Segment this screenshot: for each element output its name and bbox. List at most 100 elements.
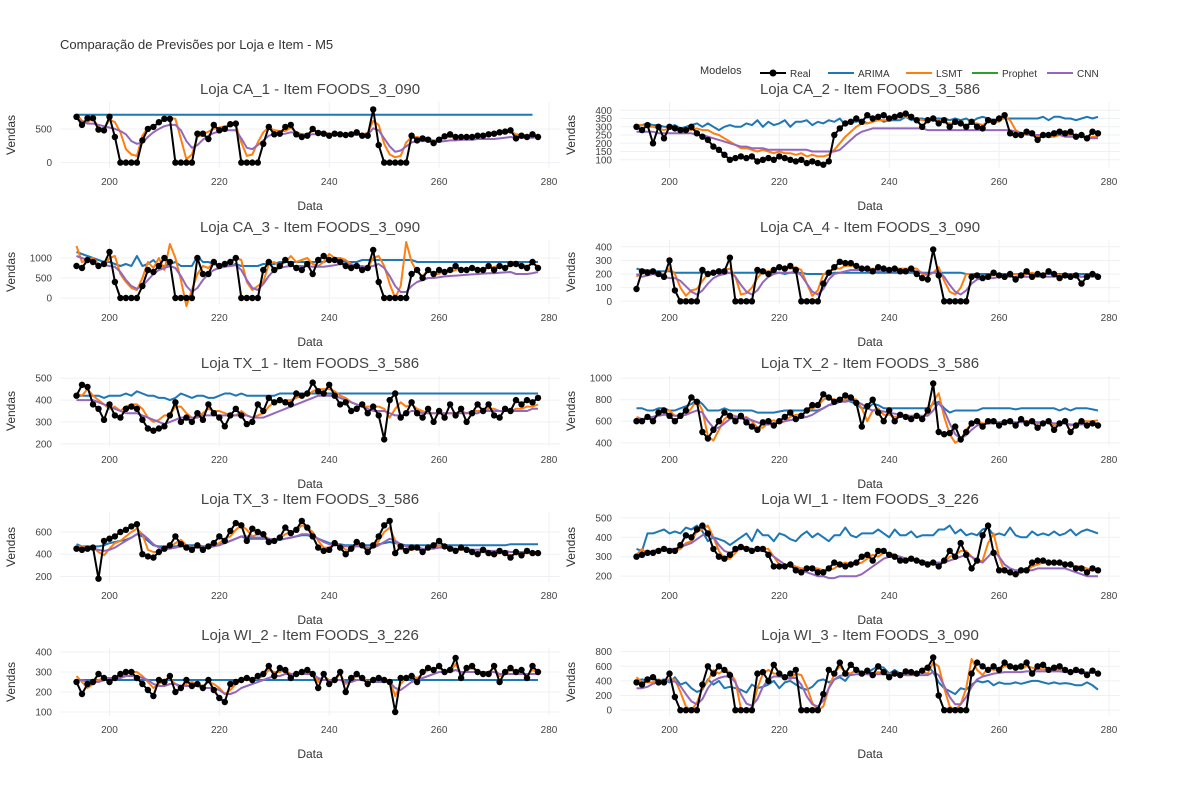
data-point (254, 401, 261, 408)
subplot-title: Loja WI_3 - Item FOODS_3_090 (761, 627, 979, 644)
data-point (309, 270, 316, 278)
data-point (748, 423, 756, 430)
y-tick-label: 350 (595, 114, 612, 125)
data-point (183, 414, 190, 421)
data-point (227, 121, 234, 128)
data-point (1072, 666, 1080, 674)
data-point (963, 298, 970, 305)
data-point (677, 541, 684, 549)
data-point (348, 264, 355, 272)
legend-item-real[interactable]: Real (760, 69, 811, 80)
data-point (260, 670, 267, 678)
data-point (111, 278, 119, 286)
data-point (902, 110, 909, 117)
data-point (968, 565, 975, 572)
data-point (1067, 668, 1074, 676)
data-point (199, 130, 207, 137)
data-point (1001, 273, 1008, 280)
subplot-4: 200 220 240 260 280 0 100 200 300 400 Loja CA_4 - … (564, 219, 1120, 349)
data-point (995, 272, 1003, 279)
data-point (348, 674, 355, 682)
data-point (1050, 130, 1058, 137)
subplot-1: 200 220 240 260 280 0 500 Loja CA_1 - Item FOOD… (4, 81, 560, 213)
data-point (205, 401, 212, 408)
data-point (161, 678, 168, 686)
y-axis-label: Vendas (4, 391, 18, 431)
data-point (238, 159, 245, 166)
data-point (100, 260, 108, 268)
data-point (973, 659, 981, 666)
data-point (117, 294, 124, 302)
data-point (210, 539, 217, 547)
data-point (386, 396, 393, 404)
data-point (430, 666, 437, 674)
data-point (770, 661, 777, 668)
data-point (748, 707, 756, 714)
x-tick-label: 280 (541, 455, 558, 466)
y-tick-label: 0 (606, 706, 612, 717)
data-point (809, 158, 816, 165)
data-point (649, 268, 657, 275)
data-point (381, 436, 388, 443)
data-point (930, 380, 937, 387)
data-point (386, 678, 393, 686)
data-point (100, 674, 108, 682)
data-point (1089, 565, 1096, 572)
data-point (205, 135, 212, 143)
data-point (100, 537, 108, 545)
data-point (891, 418, 898, 425)
legend-item-cnn[interactable]: CNN (1047, 69, 1099, 80)
subplot-title: Loja WI_2 - Item FOODS_3_226 (201, 627, 419, 644)
data-point (1001, 112, 1008, 119)
data-point (133, 405, 141, 412)
data-point (688, 298, 695, 305)
data-point (935, 428, 942, 436)
data-point (699, 133, 706, 140)
data-point (1078, 565, 1085, 572)
data-point (1028, 670, 1036, 677)
data-point (474, 551, 481, 558)
data-point (787, 670, 794, 677)
data-point (111, 412, 119, 419)
data-point (979, 663, 986, 670)
data-point (946, 123, 953, 130)
data-point (122, 294, 130, 302)
data-point (485, 131, 492, 138)
data-point (342, 131, 349, 139)
data-point (221, 423, 228, 430)
data-point (529, 549, 536, 557)
data-point (172, 399, 179, 406)
legend-item-lsmt[interactable]: LSMT (906, 69, 963, 80)
x-tick-label: 260 (431, 725, 448, 736)
data-point (518, 552, 525, 559)
legend-item-arima[interactable]: ARIMA (828, 69, 890, 80)
data-point (902, 668, 909, 675)
data-point (842, 563, 849, 570)
data-point (891, 113, 898, 121)
data-point (836, 659, 843, 666)
data-point (496, 678, 503, 686)
data-point (430, 139, 437, 147)
data-point (677, 126, 684, 134)
data-point (408, 672, 415, 680)
data-point (518, 401, 525, 408)
legend-item-prophet[interactable]: Prophet (972, 69, 1037, 80)
data-point (518, 132, 525, 139)
data-point (392, 549, 399, 557)
data-point (320, 670, 327, 678)
data-point (216, 694, 223, 702)
data-point (820, 391, 827, 398)
data-point (441, 668, 448, 676)
legend-marker (769, 69, 777, 77)
data-point (682, 126, 690, 134)
series-line-cnn (76, 394, 538, 426)
data-point (1012, 664, 1019, 671)
data-point (287, 121, 294, 129)
data-point (188, 546, 196, 553)
x-tick-label: 240 (881, 725, 898, 736)
data-point (649, 418, 657, 425)
x-tick-label: 200 (661, 591, 678, 602)
data-point (941, 557, 948, 564)
y-tick-label: 600 (595, 662, 612, 673)
data-point (1061, 130, 1069, 137)
